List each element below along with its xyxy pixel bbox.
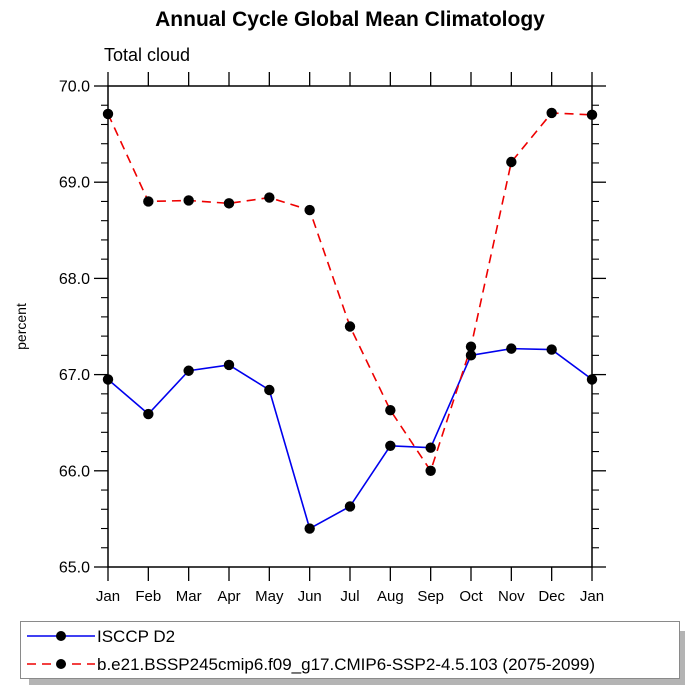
legend-sample-marker <box>56 659 66 669</box>
series-marker <box>385 440 396 451</box>
series-marker <box>465 341 477 352</box>
legend-line-sample <box>27 659 95 669</box>
chart-title: Annual Cycle Global Mean Climatology <box>155 8 545 31</box>
series-marker <box>586 374 598 385</box>
x-tick-label: Jun <box>298 588 322 605</box>
series-marker <box>223 198 235 209</box>
series-marker <box>344 501 356 512</box>
x-tick-label: Jul <box>340 588 359 605</box>
legend-item: ISCCP D2 <box>21 622 679 650</box>
x-tick-label: Dec <box>538 588 565 605</box>
legend-item: b.e21.BSSP245cmip6.f09_g17.CMIP6-SSP2-4.… <box>21 650 679 678</box>
series-marker <box>102 374 114 385</box>
series-marker <box>143 196 154 207</box>
series-marker <box>264 192 275 203</box>
x-tick-label: Nov <box>498 588 525 605</box>
y-tick-label: 65.0 <box>59 560 90 577</box>
series-marker <box>586 109 598 121</box>
series-marker <box>102 108 114 120</box>
line-chart: 65.0 66.0 67.0 68.0 69.0 70.0 Jan Feb Mar Apr May J… <box>13 72 606 605</box>
x-tick-label: Jan <box>96 588 120 605</box>
legend-sample-marker <box>56 631 66 641</box>
series-marker <box>344 321 356 332</box>
series-marker <box>546 344 557 355</box>
x-tick-label: May <box>255 588 284 605</box>
series-marker <box>465 350 477 361</box>
series-marker <box>183 195 194 206</box>
legend-item-label: b.e21.BSSP245cmip6.f09_g17.CMIP6-SSP2-4.… <box>97 654 596 674</box>
y-tick-label: 66.0 <box>59 463 90 480</box>
x-tick-label: Mar <box>176 588 202 605</box>
series-marker <box>546 107 557 119</box>
series-marker <box>425 442 436 453</box>
series-marker <box>506 343 517 354</box>
x-tick-label: Sep <box>417 588 444 605</box>
series-marker <box>143 408 154 420</box>
series-marker <box>425 465 436 476</box>
x-tick-label: Aug <box>377 588 404 605</box>
y-tick-label: 68.0 <box>59 271 90 288</box>
y-tick-label: 67.0 <box>59 367 90 384</box>
x-tick-label: Feb <box>135 588 161 605</box>
series-line <box>107 112 593 473</box>
series-marker <box>223 359 235 371</box>
series-marker <box>385 404 396 416</box>
x-tick-label: Jan <box>580 588 604 605</box>
plot-frame <box>107 85 593 568</box>
chart-subtitle: Total cloud <box>104 45 191 65</box>
x-tick-label: Apr <box>217 588 240 605</box>
y-axis-label: percent <box>13 303 29 350</box>
series-marker <box>304 523 315 534</box>
series-marker <box>304 204 315 216</box>
legend: ISCCP D2 b.e21.BSSP245cmip6.f09_g17.CMIP… <box>20 621 680 679</box>
legend-item-label: ISCCP D2 <box>97 626 176 646</box>
series-marker <box>183 365 194 376</box>
y-tick-label: 69.0 <box>59 175 90 192</box>
x-tick-label: Oct <box>459 588 483 605</box>
series-marker <box>506 156 517 168</box>
legend-line-sample <box>27 631 95 641</box>
series-marker <box>264 384 275 396</box>
y-tick-label: 70.0 <box>59 79 90 96</box>
